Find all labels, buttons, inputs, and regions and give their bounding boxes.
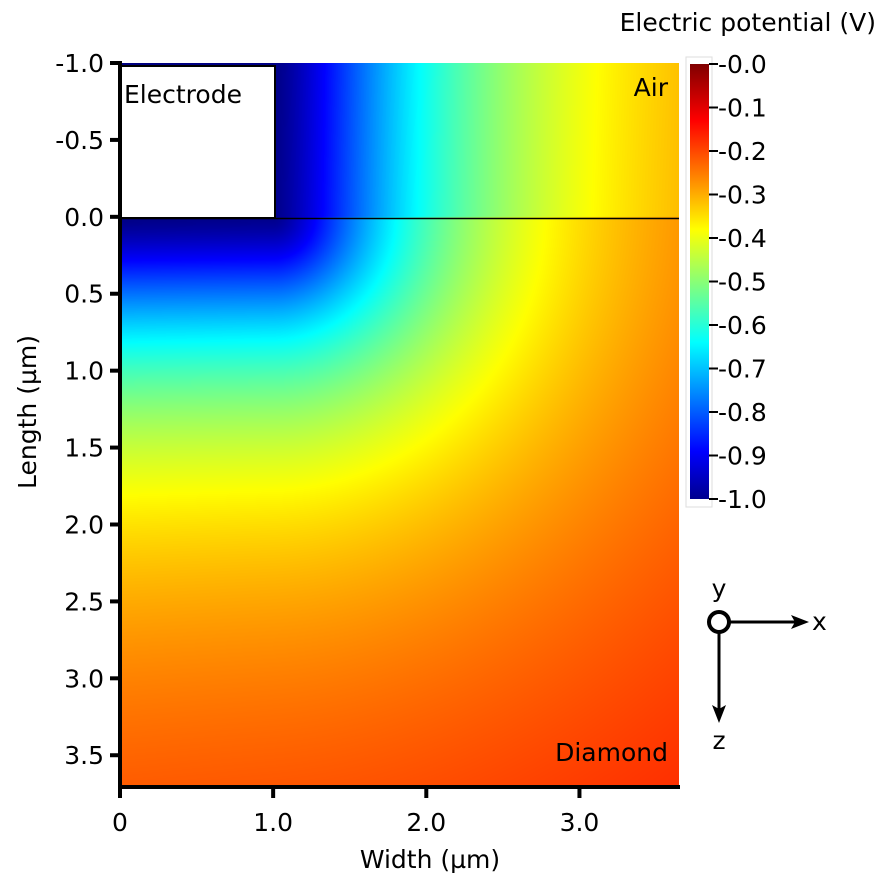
coord-z-label: z <box>712 726 725 755</box>
y-tick-label: 2.0 <box>64 510 104 539</box>
x-tick-label: 3.0 <box>560 808 600 837</box>
coord-x-label: x <box>812 607 827 636</box>
colorbar-tick-label: -0.7 <box>718 355 767 384</box>
colorbar-tick-label: -0.2 <box>718 137 767 166</box>
colorbar-title: Electric potential (V) <box>620 8 876 37</box>
y-tick-label: -0.5 <box>55 126 104 155</box>
z-arrowhead-icon <box>712 705 726 723</box>
y-axis-out-of-plane-icon <box>707 610 731 634</box>
colorbar-tick-label: -1.0 <box>718 485 767 514</box>
y-tick-label: 0.5 <box>64 280 104 309</box>
colorbar-tick-label: -0.3 <box>718 181 767 210</box>
electrode-label: Electrode <box>124 80 242 109</box>
colorbar-ticks: -0.0 -0.1 -0.2 -0.3 -0.4 -0.5 -0.6 -0.7 -0.8 -0.9… <box>709 50 767 514</box>
x-tick-label: 2.0 <box>406 808 446 837</box>
colorbar-tick-label: -0.4 <box>718 224 767 253</box>
y-tick-label: 1.5 <box>64 434 104 463</box>
y-tick-label: 3.0 <box>64 664 104 693</box>
x-axis-title: Width (µm) <box>360 845 500 874</box>
electrode-block <box>119 65 276 219</box>
air-label: Air <box>634 73 669 102</box>
colorbar-tick-label: -0.6 <box>718 311 767 340</box>
y-tick-label: 1.0 <box>64 357 104 386</box>
y-axis-ticks: -1.0 -0.5 0.0 0.5 1.0 1.5 2.0 2.5 3.0 3.5 <box>55 49 120 770</box>
x-tick-label: 1.0 <box>253 808 293 837</box>
y-tick-label: 2.5 <box>64 587 104 616</box>
y-tick-label: -1.0 <box>55 49 104 78</box>
x-axis-ticks: 0 1.0 2.0 3.0 <box>112 787 599 837</box>
y-axis-title: Length (µm) <box>13 335 42 489</box>
coord-y-label: y <box>712 574 727 603</box>
colorbar-tick-label: -0.5 <box>718 268 767 297</box>
colorbar-tick-label: -0.9 <box>718 442 767 471</box>
x-arrowhead-icon <box>791 615 809 629</box>
x-tick-label: 0 <box>112 808 128 837</box>
y-tick-label: 0.0 <box>64 203 104 232</box>
colorbar-gradient <box>690 64 709 499</box>
diamond-label: Diamond <box>555 738 668 767</box>
coordinate-system-indicator: x y z <box>707 574 827 755</box>
y-tick-label: 3.5 <box>64 741 104 770</box>
colorbar-tick-label: -0.1 <box>718 94 767 123</box>
colorbar-tick-label: -0.8 <box>718 398 767 427</box>
colorbar-tick-label: -0.0 <box>718 50 767 79</box>
